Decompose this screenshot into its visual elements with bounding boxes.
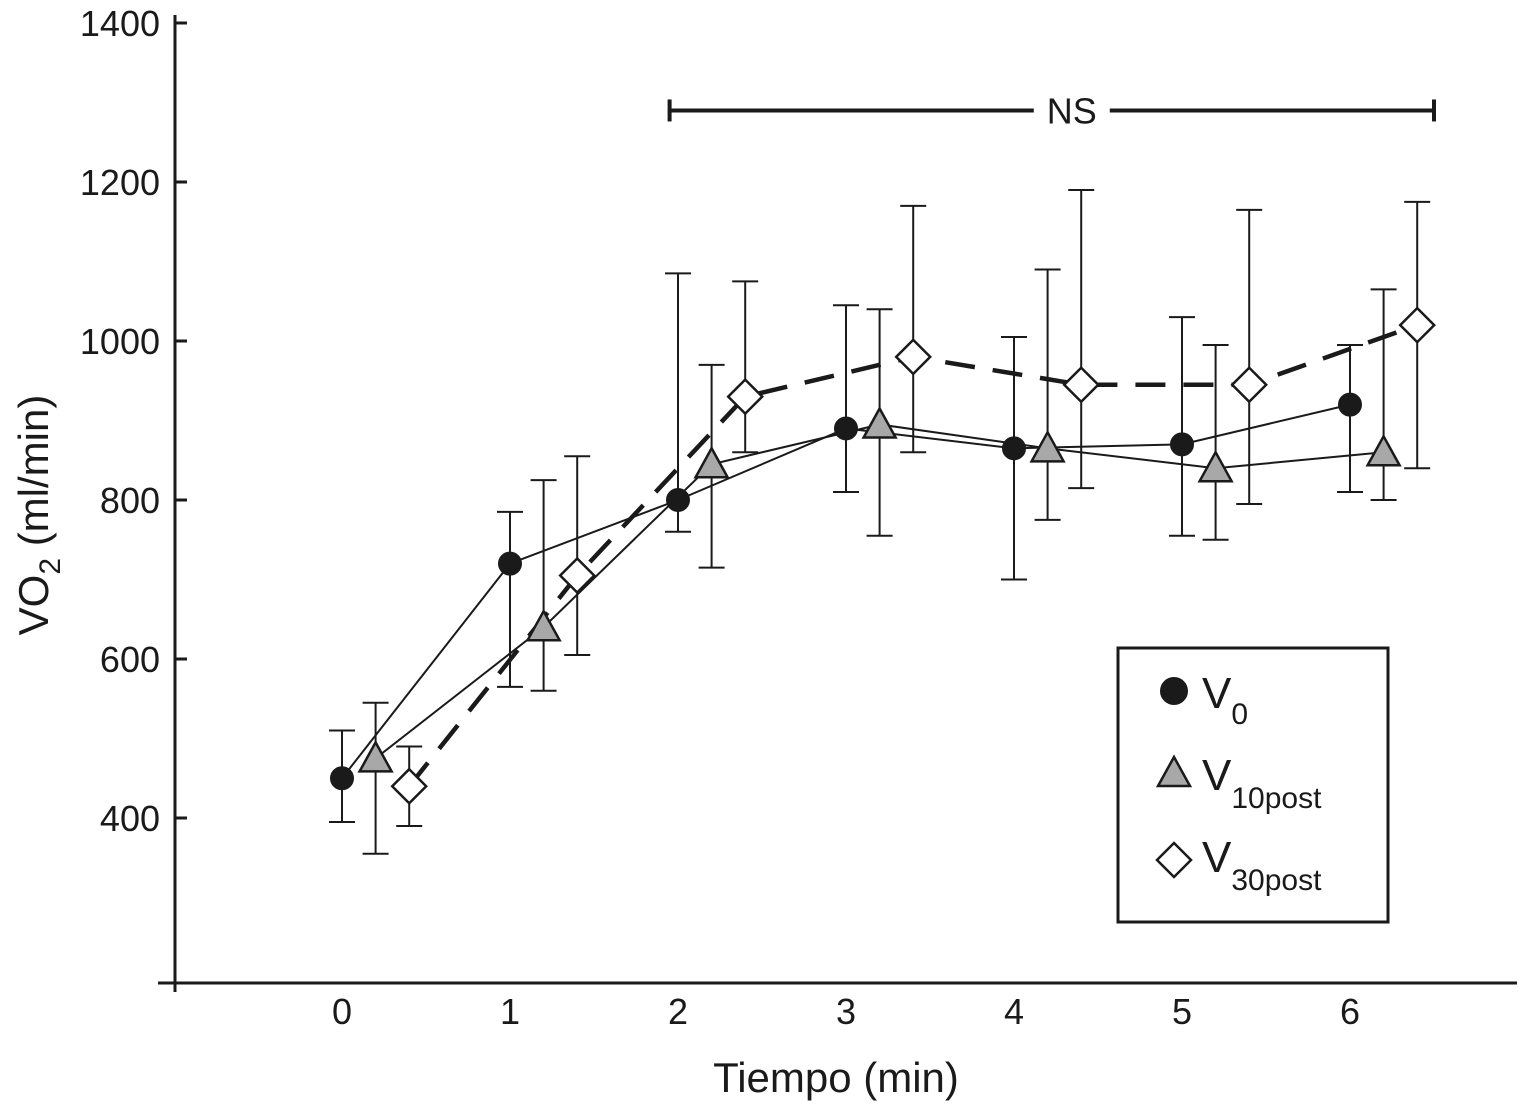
point-v10post	[861, 405, 898, 439]
y-axis-title-sub: 2	[34, 558, 67, 575]
legend: V0 V10post V30post	[1116, 646, 1390, 924]
y-axis-title-main: VO	[10, 575, 57, 636]
legend-v10post-label: V10post	[1202, 751, 1322, 815]
legend-v30post-label: V30post	[1202, 833, 1322, 897]
legend-v30post-marker	[1155, 841, 1193, 879]
y-tick-label: 600	[100, 639, 160, 680]
legend-v30post-main: V	[1202, 833, 1232, 882]
point-v0	[330, 766, 354, 791]
x-tick-label: 2	[668, 991, 688, 1032]
y-tick-label: 1000	[80, 321, 160, 362]
legend-v0-sub: 0	[1231, 698, 1248, 731]
point-v10post	[1197, 449, 1234, 483]
point-v30post	[1398, 306, 1436, 344]
point-v30post	[390, 767, 428, 805]
point-v10post	[525, 608, 562, 642]
x-tick-label: 3	[836, 991, 856, 1032]
point-v30post	[1062, 365, 1100, 404]
point-v10post	[693, 445, 730, 479]
point-v0	[1338, 392, 1362, 417]
point-v30post	[1230, 365, 1268, 404]
x-ticks: 0 1 2 3 4 5 6	[332, 991, 1360, 1032]
point-v10post	[357, 739, 394, 773]
y-axis-title: VO2 (ml/min)	[10, 395, 67, 636]
point-v10post	[1029, 429, 1066, 463]
point-v0	[498, 551, 522, 576]
legend-v10post-main: V	[1202, 751, 1232, 800]
y-tick-label: 800	[100, 480, 160, 521]
axes	[158, 15, 1517, 992]
point-v0	[834, 416, 858, 441]
point-v30post	[894, 338, 932, 376]
point-v30post	[558, 556, 596, 595]
point-v0	[666, 488, 690, 512]
y-tick-label: 400	[100, 798, 160, 839]
legend-v10post-sub: 10post	[1231, 782, 1322, 815]
legend-v0-label: V0	[1202, 669, 1248, 731]
x-tick-label: 1	[500, 991, 520, 1032]
error-bars	[329, 188, 1431, 855]
legend-v10post-marker	[1155, 754, 1193, 788]
y-axis-title-rest: (ml/min)	[10, 395, 57, 558]
y-tick-label: 1200	[80, 162, 160, 203]
legend-v0-marker	[1160, 677, 1188, 705]
point-v30post	[726, 377, 764, 416]
y-ticks: 400 600 800 1000 1200 1400	[80, 3, 187, 839]
x-axis-title: Tiempo (min)	[713, 1054, 959, 1101]
x-tick-label: 4	[1004, 991, 1024, 1032]
legend-v0-main: V	[1202, 669, 1232, 718]
x-tick-label: 6	[1340, 991, 1360, 1032]
data-markers	[330, 306, 1436, 805]
legend-v30post-sub: 30post	[1231, 864, 1322, 897]
y-tick-label: 1400	[80, 3, 160, 44]
x-tick-label: 5	[1172, 991, 1192, 1032]
ns-label: NS	[1047, 90, 1097, 131]
point-v0	[1170, 432, 1194, 457]
point-v0	[1002, 436, 1026, 461]
x-tick-label: 0	[332, 991, 352, 1032]
ns-annotation: NS	[667, 90, 1436, 131]
point-v10post	[1365, 433, 1402, 467]
